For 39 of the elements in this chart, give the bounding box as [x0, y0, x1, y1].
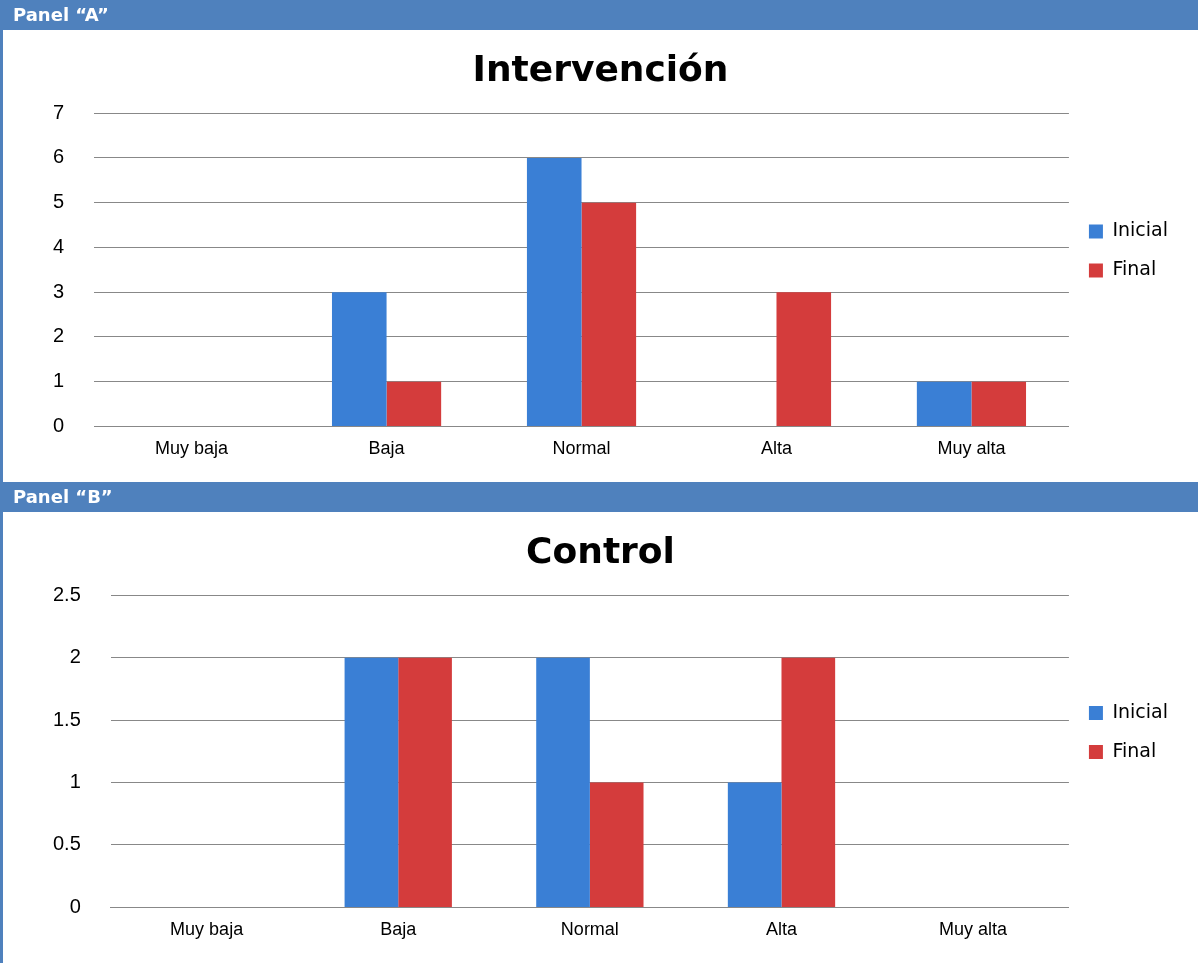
y-tick-label: 2.5 [52, 582, 81, 605]
chart-title: Intervención [472, 47, 729, 89]
y-tick-label: 4 [53, 234, 65, 257]
x-tick-label: Alta [765, 919, 798, 940]
x-tick-label: Baja [380, 919, 418, 940]
y-tick-label: 1 [69, 770, 81, 793]
legend-label: Final [1112, 738, 1157, 761]
y-tick-label: 0.5 [52, 832, 81, 855]
legend-label: Inicial [1112, 699, 1169, 722]
legend-label: Inicial [1112, 218, 1169, 241]
x-tick-label: Normal [552, 438, 611, 459]
bar [776, 292, 832, 426]
y-tick-label: 3 [53, 279, 65, 302]
x-tick-label: Muy baja [170, 919, 245, 940]
y-tick-label: 7 [53, 100, 65, 123]
bar [526, 157, 582, 426]
y-tick-label: 1 [53, 369, 65, 392]
bar [916, 381, 972, 426]
y-tick-label: 0 [69, 894, 81, 917]
y-tick-label: 2 [69, 645, 81, 668]
y-tick-label: 0 [53, 413, 65, 436]
x-tick-label: Muy alta [937, 438, 1007, 459]
y-tick-label: 2 [53, 324, 65, 347]
x-tick-label: Alta [760, 438, 793, 459]
text: Panel “B” [3, 482, 1198, 512]
bar [581, 202, 637, 426]
text: Panel “A” [3, 0, 1198, 30]
x-tick-label: Baja [368, 438, 406, 459]
legend-label: Final [1112, 257, 1157, 280]
x-tick-label: Muy baja [155, 438, 230, 459]
y-tick-label: 5 [53, 190, 65, 213]
chart-title: Control [526, 529, 675, 571]
y-tick-label: 6 [53, 145, 65, 168]
bar [971, 381, 1027, 426]
bar [331, 292, 387, 426]
y-tick-label: 1.5 [52, 707, 81, 730]
bar [386, 381, 442, 426]
x-tick-label: Muy alta [939, 919, 1009, 940]
x-tick-label: Normal [560, 919, 619, 940]
